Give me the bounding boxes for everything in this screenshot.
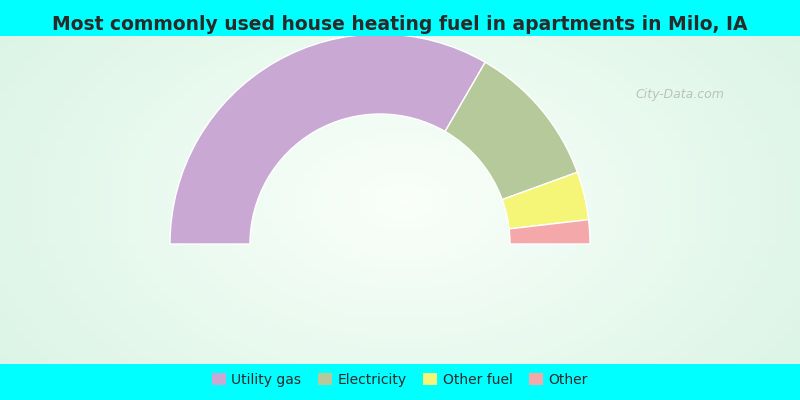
Text: Most commonly used house heating fuel in apartments in Milo, IA: Most commonly used house heating fuel in… bbox=[52, 14, 748, 34]
Wedge shape bbox=[445, 62, 578, 200]
Legend: Utility gas, Electricity, Other fuel, Other: Utility gas, Electricity, Other fuel, Ot… bbox=[206, 368, 594, 392]
Wedge shape bbox=[502, 172, 589, 229]
Wedge shape bbox=[509, 220, 590, 244]
Wedge shape bbox=[170, 34, 485, 244]
Text: City-Data.com: City-Data.com bbox=[635, 88, 725, 100]
